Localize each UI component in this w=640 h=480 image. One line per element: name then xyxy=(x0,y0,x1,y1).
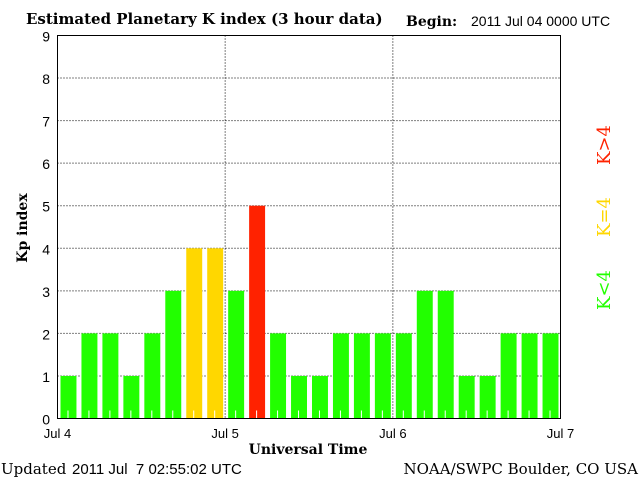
kp-bar xyxy=(395,333,412,419)
legend-item: K=4 xyxy=(594,197,615,237)
x-tick-label: Jul 7 xyxy=(547,426,574,441)
x-axis-label: Universal Time xyxy=(249,442,368,458)
source-credit: NOAA/SWPC Boulder, CO USA xyxy=(403,460,638,478)
y-tick-label: 5 xyxy=(42,199,50,215)
kp-bar xyxy=(81,333,98,419)
y-tick-label: 9 xyxy=(42,29,50,45)
gridlines xyxy=(57,35,561,419)
bars xyxy=(60,205,559,419)
begin-value: 2011 Jul 04 0000 UTC xyxy=(471,13,610,29)
kp-bar xyxy=(312,375,328,419)
plot-frame xyxy=(57,35,561,419)
y-axis-label: Kp index xyxy=(15,193,31,263)
kp-bar xyxy=(353,333,370,419)
kp-bar xyxy=(123,375,140,419)
kp-bar xyxy=(416,290,433,419)
kp-bar xyxy=(207,248,224,419)
y-tick-label: 8 xyxy=(42,71,50,87)
x-tick-labels: Jul 4 Jul 5 Jul 6 Jul 7 xyxy=(44,426,574,441)
updated-label: Updated xyxy=(1,460,67,478)
legend-item: K>4 xyxy=(594,125,615,165)
kp-bar xyxy=(270,333,287,419)
y-tick-labels: 0 1 2 3 4 5 6 7 8 9 xyxy=(42,29,50,428)
chart-title: Estimated Planetary K index (3 hour data… xyxy=(26,10,383,28)
x-tick-label: Jul 5 xyxy=(211,426,238,441)
y-tick-label: 1 xyxy=(42,369,50,385)
kp-bar xyxy=(437,290,454,419)
kp-bar xyxy=(521,333,538,419)
kp-bar xyxy=(249,205,266,419)
y-tick-label: 7 xyxy=(42,114,50,130)
kp-bar xyxy=(500,333,517,419)
kp-bar xyxy=(102,333,119,419)
begin-label: Begin: xyxy=(406,14,457,30)
kp-bar xyxy=(332,333,349,419)
kp-bar xyxy=(291,375,307,419)
y-tick-label: 6 xyxy=(42,156,50,172)
kp-bar xyxy=(60,375,77,419)
updated-value: 2011 Jul 7 02:55:02 UTC xyxy=(72,461,242,478)
x-tick-label: Jul 4 xyxy=(44,426,71,441)
kp-bar xyxy=(374,333,391,419)
y-tick-label: 0 xyxy=(42,412,50,428)
legend-item: K<4 xyxy=(594,270,615,310)
kp-bar xyxy=(165,290,182,419)
legend: K<4 K=4 K>4 xyxy=(594,125,615,310)
y-tick-label: 4 xyxy=(42,241,50,257)
kp-bar xyxy=(144,333,161,419)
kp-bar xyxy=(479,375,496,419)
x-tick-label: Jul 6 xyxy=(379,426,406,441)
y-tick-label: 2 xyxy=(42,326,50,342)
kp-bar xyxy=(228,290,245,419)
kp-bar xyxy=(186,248,203,419)
kp-bar xyxy=(458,375,475,419)
kp-bar xyxy=(542,333,559,419)
y-tick-label: 3 xyxy=(42,284,50,300)
